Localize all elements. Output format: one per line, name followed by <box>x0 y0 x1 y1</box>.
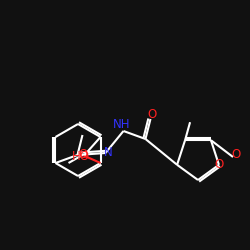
Text: N: N <box>104 146 113 158</box>
Text: NH: NH <box>113 118 130 132</box>
Text: HO: HO <box>72 150 90 164</box>
Text: O: O <box>214 158 224 171</box>
Text: O: O <box>148 108 157 120</box>
Text: O: O <box>78 148 87 162</box>
Text: O: O <box>232 148 240 162</box>
